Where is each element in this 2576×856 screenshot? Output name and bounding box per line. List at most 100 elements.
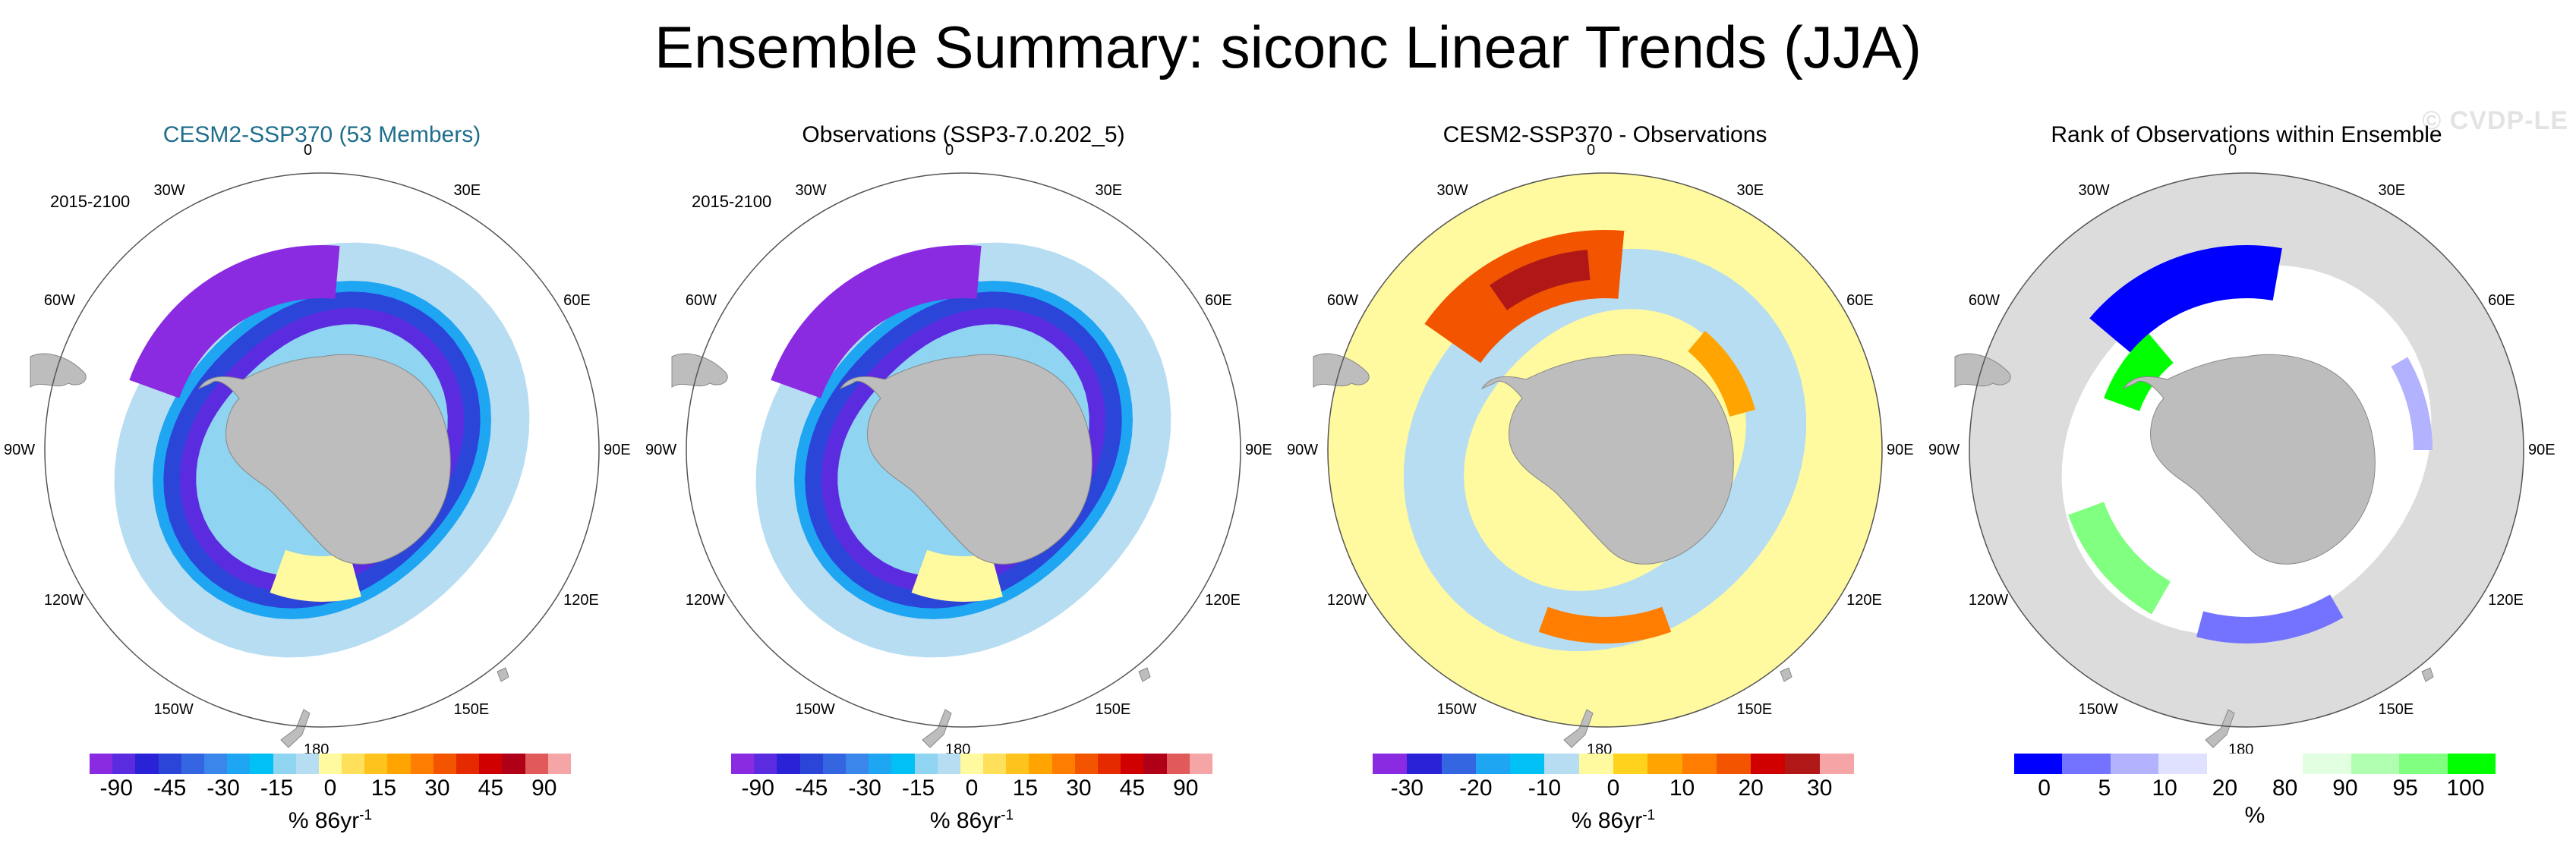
colorbar-tick-label: 30 [424, 776, 450, 801]
colorbar-tick-label: -10 [1528, 776, 1562, 801]
map-boundary [44, 172, 600, 728]
longitude-label: 30W [153, 181, 185, 199]
longitude-label: 0 [2228, 142, 2237, 159]
colorbar-segment [227, 754, 251, 774]
east-antarctic-diff [1688, 331, 1755, 417]
longitude-label: 60E [563, 291, 591, 309]
longitude-label: 30E [1736, 181, 1764, 199]
colorbar-segment [1475, 754, 1511, 774]
antarctica-landmass [839, 354, 1093, 565]
colorbar-segment [1682, 754, 1717, 774]
colorbar-segment [731, 754, 755, 774]
colorbar-segment [1373, 754, 1408, 774]
colorbar-tick-label: 10 [2152, 776, 2177, 801]
polar-map [1313, 172, 1883, 748]
polar-map [1954, 172, 2524, 748]
longitude-label: 90E [1245, 442, 1272, 458]
south-america-tip [1954, 353, 2011, 388]
colorbar-segment [1074, 754, 1098, 774]
panel-title: CESM2-SSP370 (53 Members) [162, 122, 481, 147]
longitude-label: 120W [1326, 591, 1367, 609]
colorbar-segment [2062, 754, 2111, 774]
map-boundary [1327, 172, 1883, 728]
colorbar-segment [181, 754, 204, 774]
colorbar-segment [387, 754, 411, 774]
colorbar-segment [318, 754, 342, 774]
south-america-tip [30, 353, 87, 388]
colorbar-segment [2303, 754, 2351, 774]
tasmania [1138, 667, 1151, 682]
longitude-label: 150E [2378, 701, 2414, 719]
colorbar-unit: % 86yr-1 [929, 807, 1014, 833]
colorbar-segment [960, 754, 984, 774]
longitude-label: 60E [2488, 291, 2515, 309]
longitude-label: 150E [1095, 701, 1131, 719]
colorbar-segment [1819, 754, 1854, 774]
longitude-label: 120E [1205, 591, 1241, 609]
colorbar-segment [1647, 754, 1682, 774]
colorbar-segment [250, 754, 273, 774]
colorbar-tick-label: 45 [1119, 776, 1146, 801]
colorbar-segment [547, 754, 571, 774]
longitude-label: 150E [1736, 701, 1773, 719]
colorbar-tick-label: 90 [1173, 776, 1199, 801]
colorbar-segment [754, 754, 777, 774]
colorbar-unit: % [2244, 803, 2265, 828]
colorbar-segment [1510, 754, 1545, 774]
panel-title: Observations (SSP3-7.0.202_5) [802, 122, 1125, 147]
ross-sea-increase [270, 549, 361, 602]
colorbar-segment [1121, 754, 1144, 774]
colorbar-tick-label: -15 [901, 776, 935, 801]
new-zealand-south [922, 709, 952, 748]
colorbar-tick-label: 30 [1066, 776, 1092, 801]
colorbar-segment [914, 754, 938, 774]
longitude-label: 30E [2378, 181, 2406, 199]
colorbar-segment [1716, 754, 1751, 774]
longitude-label: 150W [1436, 701, 1477, 719]
colorbar-segment [364, 754, 388, 774]
colorbar-segment [1613, 754, 1648, 774]
colorbar [90, 754, 571, 774]
colorbar-segment [1143, 754, 1167, 774]
longitude-label: 30W [2078, 181, 2110, 199]
colorbar-segment [937, 754, 960, 774]
south-america-tip [671, 353, 728, 388]
colorbar-segment [2014, 754, 2063, 774]
colorbar-segment [891, 754, 915, 774]
colorbar-segment [525, 754, 548, 774]
colorbar-tick-label: -30 [1390, 776, 1424, 801]
colorbar-tick-label: 80 [2272, 776, 2298, 801]
colorbar-segment [295, 754, 319, 774]
colorbar-segment [1052, 754, 1075, 774]
colorbar-segment [1578, 754, 1613, 774]
longitude-label: 150W [153, 701, 194, 719]
longitude-label: 90E [604, 442, 631, 458]
pacific-high-rank [2068, 502, 2171, 615]
panel-difference: CESM2-SSP370 - Observations 0 30E 60E 90E 12… [1283, 0, 1927, 856]
colorbar-segment [135, 754, 159, 774]
colorbar-segment [2206, 754, 2256, 774]
colorbar-segment [410, 754, 434, 774]
colorbar-tick-label: 5 [2098, 776, 2111, 801]
colorbar-segment [1785, 754, 1820, 774]
colorbar-tick-label: 10 [1669, 776, 1695, 801]
colorbar-tick-label: -90 [741, 776, 774, 801]
map-boundary [1969, 172, 2524, 728]
colorbar [1373, 754, 1854, 774]
longitude-label: 0 [304, 142, 313, 159]
longitude-label: 90E [1887, 442, 1914, 458]
longitude-label: 90W [1287, 442, 1319, 458]
colorbar-tick-label: 20 [1738, 776, 1764, 801]
panel-ensemble-mean: CESM2-SSP370 (53 Members) 2015-2100 0 30E… [0, 0, 644, 856]
tasmania [2421, 667, 2434, 682]
colorbar-unit: % 86yr-1 [288, 807, 373, 833]
colorbar-segment [502, 754, 525, 774]
longitude-label: 120W [43, 591, 84, 609]
colorbar-segment [2110, 754, 2159, 774]
longitude-label: 90E [2528, 442, 2556, 458]
longitude-label: 150E [453, 701, 490, 719]
ross-positive-diff [1538, 606, 1672, 644]
indian-low-rank [2391, 357, 2433, 450]
weddell-low-rank [2089, 244, 2282, 353]
weddell-decline [129, 244, 340, 398]
